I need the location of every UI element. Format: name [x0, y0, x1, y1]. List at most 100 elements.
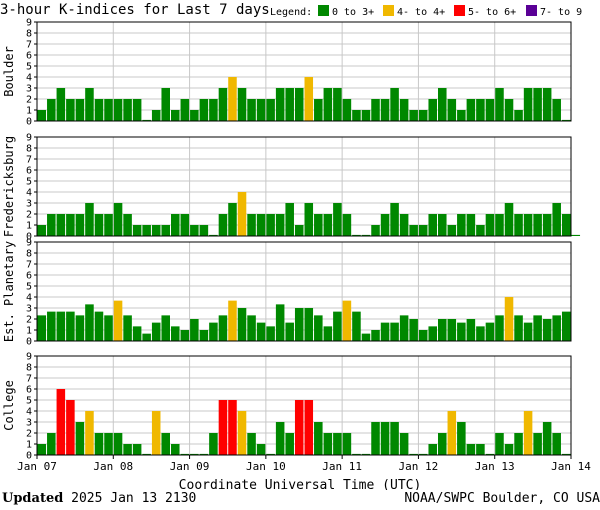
y-tick-label: 1 [26, 326, 32, 337]
k-index-bar [151, 322, 161, 341]
k-index-bar [171, 326, 180, 341]
chart-panels: 0123456789Boulder0123456789Fredericksbur… [2, 18, 581, 462]
k-index-bar [180, 330, 190, 341]
y-tick-label: 5 [26, 62, 32, 73]
k-index-bar [142, 453, 151, 455]
y-tick-label: 7 [26, 155, 32, 166]
k-index-bar [371, 225, 380, 236]
k-index-bar [247, 315, 256, 341]
k-index-bar [161, 433, 170, 455]
k-index-bar [180, 214, 190, 236]
k-index-bar [209, 99, 218, 121]
k-index-bar [342, 99, 352, 121]
k-index-bar [466, 99, 476, 121]
k-index-bar [142, 225, 151, 236]
k-index-bar [428, 214, 437, 236]
k-index-bar [113, 203, 123, 236]
k-index-bar [476, 225, 485, 236]
k-index-bar [237, 88, 247, 121]
x-tick-label: Jan 12 [399, 460, 439, 473]
k-index-bar [85, 304, 94, 341]
k-index-bar [457, 422, 466, 455]
k-index-bar [542, 214, 552, 236]
k-index-bar [132, 99, 142, 121]
k-index-bar [199, 99, 209, 121]
y-tick-label: 7 [26, 40, 32, 51]
x-tick-label: Jan 09 [170, 460, 210, 473]
k-index-bar [47, 433, 56, 455]
k-index-bar [533, 214, 542, 236]
k-index-bar [399, 315, 409, 341]
k-index-bar [171, 444, 180, 455]
x-tick-label: Jan 14 [551, 460, 591, 473]
k-index-bar [409, 225, 418, 236]
k-index-bar [66, 311, 75, 341]
y-tick-label: 8 [26, 249, 32, 260]
k-index-bar [352, 110, 361, 121]
x-tick-label: Jan 08 [93, 460, 133, 473]
k-index-bar [275, 304, 285, 341]
y-tick-label: 4 [26, 73, 32, 84]
k-index-bar [85, 411, 94, 455]
k-index-bar [428, 99, 437, 121]
source-credit: NOAA/SWPC Boulder, CO USA [404, 491, 600, 506]
series-label: Fredericksburg [2, 136, 16, 237]
k-index-bar [94, 214, 104, 236]
k-index-bar [218, 88, 228, 121]
y-tick-label: 0 [26, 451, 32, 462]
k-index-bar [285, 322, 294, 341]
k-index-bar [457, 322, 466, 341]
k-index-bar [209, 433, 218, 455]
k-index-bar [495, 214, 504, 236]
panel-border [36, 241, 572, 342]
k-index-bar [113, 300, 123, 341]
k-index-bar [409, 110, 418, 121]
k-index-bar [314, 422, 323, 455]
k-index-bar [294, 400, 304, 455]
k-index-bar [294, 308, 304, 341]
k-index-bar [380, 422, 390, 455]
k-index-bar [132, 326, 142, 341]
k-index-bar [37, 225, 47, 236]
k-index-bar [275, 214, 285, 236]
x-tick-label: Jan 07 [17, 460, 57, 473]
chart-title: 3-hour K-indices for Last 7 days [0, 2, 270, 18]
k-index-bar [514, 214, 523, 236]
k-index-bar [228, 400, 237, 455]
k-index-bar [333, 433, 342, 455]
k-index-bar [151, 225, 161, 236]
k-index-bar [457, 214, 466, 236]
panel-border [36, 21, 572, 122]
k-index-bar [256, 322, 266, 341]
k-index-bar [256, 214, 266, 236]
y-tick-label: 1 [26, 440, 32, 451]
k-index-bar [495, 88, 504, 121]
k-index-bar [466, 214, 476, 236]
x-tick-label: Jan 11 [322, 460, 362, 473]
y-tick-label: 8 [26, 363, 32, 374]
k-index-bar [209, 322, 218, 341]
legend-label: Legend: [270, 7, 312, 18]
k-index-bar [314, 99, 323, 121]
y-tick-label: 9 [26, 18, 32, 29]
k-index-bar [247, 433, 256, 455]
k-index-bar [323, 88, 333, 121]
k-index-bar [56, 311, 66, 341]
k-index-bar [476, 326, 485, 341]
k-index-bar [228, 300, 237, 341]
k-index-bar [399, 99, 409, 121]
k-index-bar [418, 453, 428, 455]
k-index-bar [504, 444, 514, 455]
k-index-bar [428, 326, 437, 341]
y-tick-label: 7 [26, 374, 32, 385]
k-index-bar [237, 308, 247, 341]
x-axis-label: Coordinate Universal Time (UTC) [179, 478, 422, 490]
k-index-bar [342, 433, 352, 455]
k-index-bar [485, 453, 495, 455]
k-index-bar [409, 319, 418, 341]
k-index-bar [180, 99, 190, 121]
k-index-bar [237, 411, 247, 455]
k-index-bar [552, 203, 561, 236]
k-index-bar [333, 311, 342, 341]
